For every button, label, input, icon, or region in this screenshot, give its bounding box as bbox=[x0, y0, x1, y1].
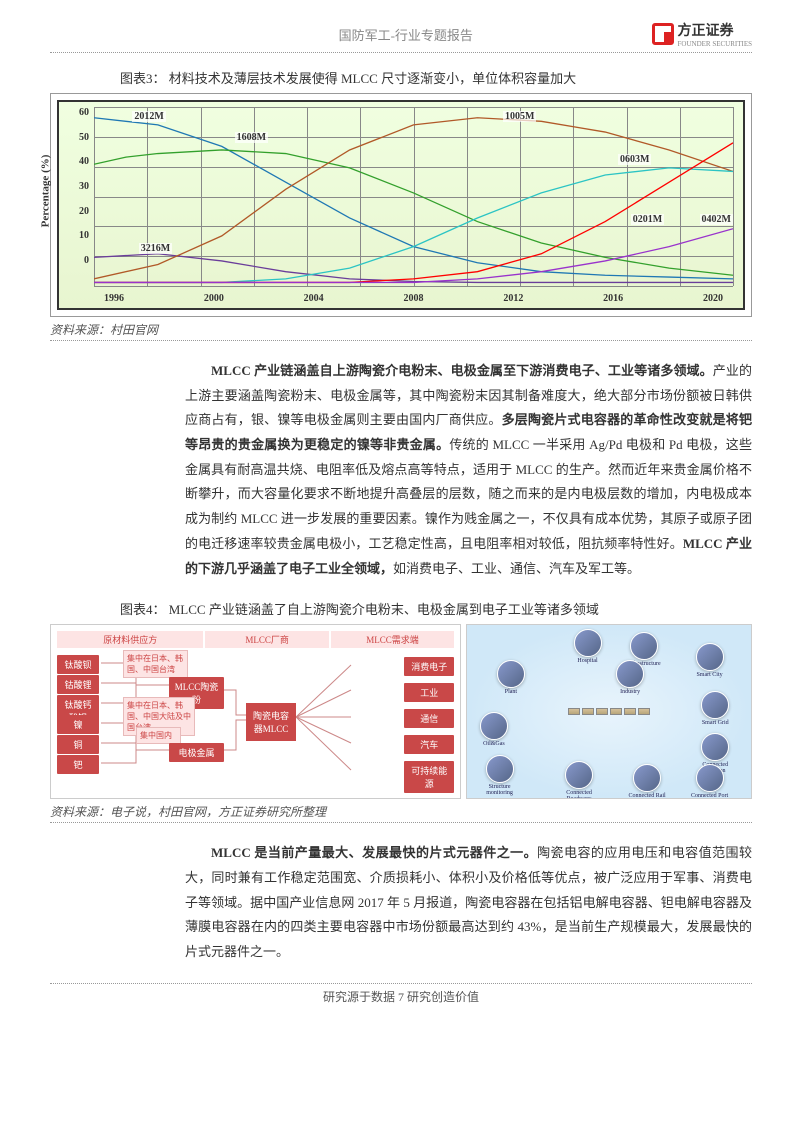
app-label: Connected Port bbox=[691, 793, 728, 799]
demand-node: 消费电子 bbox=[404, 657, 454, 676]
y-tick: 10 bbox=[64, 230, 89, 241]
flow-center: 陶瓷电容器MLCC bbox=[246, 703, 296, 741]
series-s1005M bbox=[94, 118, 733, 279]
demand-node: 汽车 bbox=[404, 735, 454, 754]
app-icon: Connected Roadways bbox=[558, 760, 600, 799]
app-label: Smart Grid bbox=[702, 720, 729, 726]
paragraph-1: MLCC 产业链涵盖自上游陶瓷介电粉末、电极金属至下游消费电子、工业等诸多领域。… bbox=[50, 359, 752, 581]
series-s2012M bbox=[94, 118, 733, 279]
flow-note-1: 集中在日本、韩国、中国台湾 bbox=[123, 650, 188, 678]
demand-node: 通信 bbox=[404, 709, 454, 728]
flow-header-1: 原材料供应方 bbox=[57, 631, 203, 648]
app-label: Plant bbox=[505, 689, 517, 695]
supplier-node: 铜 bbox=[57, 735, 99, 754]
app-label: Smart City bbox=[696, 672, 722, 678]
application-diagram: HospitalInfrastructureSmart CityPlantInd… bbox=[466, 624, 752, 799]
app-label: Industry bbox=[620, 689, 640, 695]
label-2012M: 2012M bbox=[132, 111, 165, 122]
paragraph-2: MLCC 是当前产量最大、发展最快的片式元器件之一。陶瓷电容的应用电压和电容值范… bbox=[50, 841, 752, 964]
app-icon: Industry bbox=[609, 656, 651, 698]
figure4-source: 资料来源：电子说，村田官网，方正证券研究所整理 bbox=[50, 803, 752, 823]
logo-icon bbox=[652, 23, 674, 45]
y-tick: 30 bbox=[64, 181, 89, 192]
label-1005M: 1005M bbox=[503, 111, 536, 122]
p1-text3: 如消费电子、工业、通信、汽车及军工等。 bbox=[393, 561, 640, 576]
figure3-title: 图表3： 材料技术及薄层技术发展使得 MLCC 尺寸逐渐变小，单位体积容量加大 bbox=[50, 68, 752, 87]
label-1608M: 1608M bbox=[235, 132, 268, 143]
y-tick: 0 bbox=[64, 255, 89, 266]
page-header: 国防军工-行业专题报告 方正证券 FOUNDER SECURITIES bbox=[50, 20, 752, 53]
app-icon: Smart City bbox=[689, 639, 731, 681]
x-tick: 2016 bbox=[603, 293, 623, 304]
app-icon: Oil&Gas bbox=[473, 708, 515, 750]
label-3216M: 3216M bbox=[139, 243, 172, 254]
flow-note-3: 集中国内 bbox=[136, 727, 181, 744]
app-label: Structure monitoring bbox=[479, 784, 521, 796]
flow-header-3: MLCC需求端 bbox=[331, 631, 454, 648]
figure3-source: 资料来源：村田官网 bbox=[50, 321, 752, 341]
app-icon: Structure monitoring bbox=[479, 755, 521, 797]
flow-header-2: MLCC厂商 bbox=[205, 631, 328, 648]
chart-ylabel: Percentage (%) bbox=[39, 155, 51, 228]
supplier-node: 镍 bbox=[57, 715, 99, 734]
y-tick: 20 bbox=[64, 206, 89, 217]
app-label: Oil&Gas bbox=[483, 741, 505, 747]
figure4-title: 图表4： MLCC 产业链涵盖了自上游陶瓷介电粉末、电极金属到电子工业等诸多领域 bbox=[50, 599, 752, 618]
label-0603M: 0603M bbox=[618, 154, 651, 165]
label-0201M: 0201M bbox=[631, 214, 664, 225]
p1-bold1: MLCC 产业链涵盖自上游陶瓷介电粉末、电极金属至下游消费电子、工业等诸多领域。 bbox=[211, 363, 713, 378]
header-title: 国防军工-行业专题报告 bbox=[160, 25, 652, 44]
app-icon: Connected Port bbox=[689, 760, 731, 799]
y-tick: 60 bbox=[64, 107, 89, 118]
y-tick: 40 bbox=[64, 156, 89, 167]
page-footer: 研究源于数据 7 研究创造价值 bbox=[50, 983, 752, 1005]
app-label: Connected Roadways bbox=[558, 790, 600, 800]
app-label: Hospital bbox=[577, 658, 597, 664]
demand-node: 可持续能源 bbox=[404, 761, 454, 793]
chart-plot-area: 2012M 1608M 1005M 0603M 0201M 0402M 3216… bbox=[94, 107, 733, 286]
supplier-node: 钛酸钡 bbox=[57, 655, 99, 674]
app-icon: Smart Grid bbox=[694, 687, 736, 729]
p2-bold1: MLCC 是当前产量最大、发展最快的片式元器件之一。 bbox=[211, 845, 537, 860]
x-tick: 1996 bbox=[104, 293, 124, 304]
x-tick: 2020 bbox=[703, 293, 723, 304]
supplier-node: 钯 bbox=[57, 755, 99, 774]
label-0402M: 0402M bbox=[700, 214, 733, 225]
series-s0201M bbox=[94, 229, 733, 283]
p1-text2: 传统的 MLCC 一半采用 Ag/Pd 电极和 Pd 电极，这些金属具有耐高温共… bbox=[185, 437, 752, 551]
x-tick: 2012 bbox=[503, 293, 523, 304]
figure4-container: 原材料供应方 MLCC厂商 MLCC需求端 钛酸钡钴酸锂钛酸钙酸钡镍铜钯 集中在… bbox=[50, 624, 752, 799]
chart-x-axis: 1996 2000 2004 2008 2012 2016 2020 bbox=[94, 293, 733, 304]
chart-lines bbox=[94, 107, 733, 286]
app-icon: Hospital bbox=[567, 625, 609, 667]
chart-y-axis: 60 50 40 30 20 10 0 bbox=[64, 107, 89, 266]
flow-mid-3: 电极金属 bbox=[169, 743, 224, 762]
brand-en: FOUNDER SECURITIES bbox=[678, 40, 752, 48]
x-tick: 2008 bbox=[403, 293, 423, 304]
app-icon: Plant bbox=[490, 656, 532, 698]
y-tick: 50 bbox=[64, 132, 89, 143]
x-tick: 2004 bbox=[304, 293, 324, 304]
series-s1608M bbox=[94, 150, 733, 275]
brand-cn: 方正证券 bbox=[678, 24, 734, 39]
p2-text1: 陶瓷电容的应用电压和电容值范围较大，同时兼有工作稳定范围宽、介质损耗小、体积小及… bbox=[185, 845, 752, 959]
figure3-chart: Percentage (%) 2012M 1608M 1005M 0603M 0… bbox=[50, 93, 752, 317]
app-icon: Connected Rail bbox=[626, 760, 668, 799]
supplier-node: 钴酸锂 bbox=[57, 675, 99, 694]
brand-logo: 方正证券 FOUNDER SECURITIES bbox=[652, 20, 752, 48]
flowchart: 原材料供应方 MLCC厂商 MLCC需求端 钛酸钡钴酸锂钛酸钙酸钡镍铜钯 集中在… bbox=[50, 624, 461, 799]
series-s3216M bbox=[94, 254, 733, 283]
demand-node: 工业 bbox=[404, 683, 454, 702]
x-tick: 2000 bbox=[204, 293, 224, 304]
app-label: Connected Rail bbox=[629, 793, 666, 799]
